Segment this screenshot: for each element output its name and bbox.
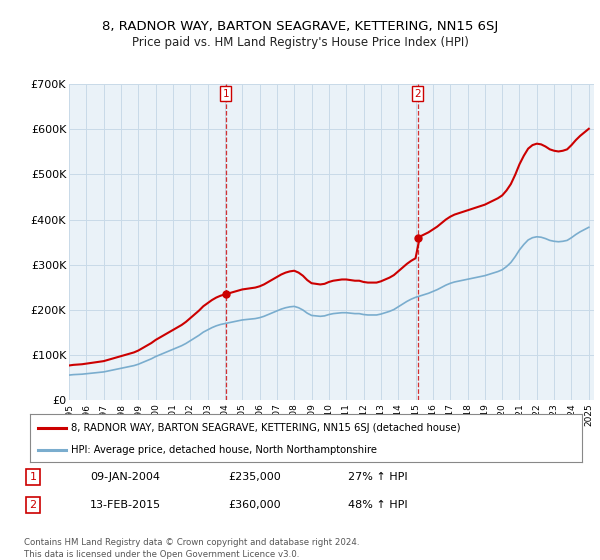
Text: HPI: Average price, detached house, North Northamptonshire: HPI: Average price, detached house, Nort…	[71, 445, 377, 455]
Text: 8, RADNOR WAY, BARTON SEAGRAVE, KETTERING, NN15 6SJ (detached house): 8, RADNOR WAY, BARTON SEAGRAVE, KETTERIN…	[71, 423, 461, 433]
Text: £235,000: £235,000	[228, 472, 281, 482]
Text: 13-FEB-2015: 13-FEB-2015	[90, 500, 161, 510]
Text: 09-JAN-2004: 09-JAN-2004	[90, 472, 160, 482]
Text: 2: 2	[415, 88, 421, 99]
Text: Contains HM Land Registry data © Crown copyright and database right 2024.
This d: Contains HM Land Registry data © Crown c…	[24, 538, 359, 559]
Text: 27% ↑ HPI: 27% ↑ HPI	[348, 472, 407, 482]
Text: 2: 2	[29, 500, 37, 510]
Text: 8, RADNOR WAY, BARTON SEAGRAVE, KETTERING, NN15 6SJ: 8, RADNOR WAY, BARTON SEAGRAVE, KETTERIN…	[102, 20, 498, 32]
Text: £360,000: £360,000	[228, 500, 281, 510]
Text: 48% ↑ HPI: 48% ↑ HPI	[348, 500, 407, 510]
Text: 1: 1	[29, 472, 37, 482]
Text: 1: 1	[223, 88, 229, 99]
Text: Price paid vs. HM Land Registry's House Price Index (HPI): Price paid vs. HM Land Registry's House …	[131, 36, 469, 49]
